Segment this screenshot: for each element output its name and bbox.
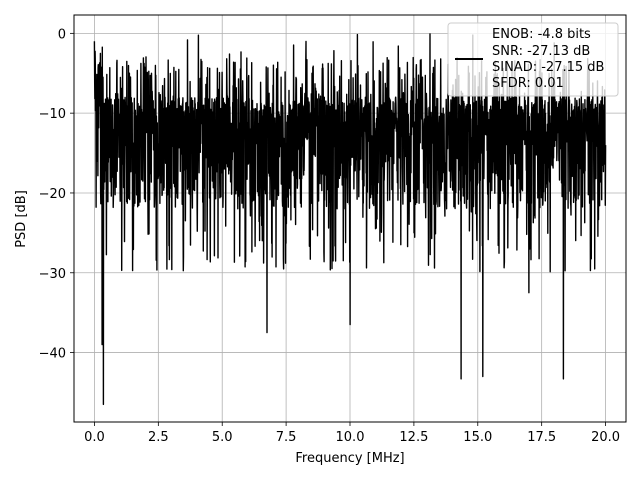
psd-trace: [93, 33, 607, 406]
y-tick-label: −20: [39, 187, 66, 202]
y-tick-label: −30: [39, 267, 66, 282]
x-tick-label: 20.0: [591, 430, 620, 445]
x-tick-label: 2.5: [148, 430, 169, 445]
x-tick-label: 10.0: [336, 430, 365, 445]
x-tick-label: 17.5: [527, 430, 556, 445]
y-tick-label: −10: [39, 107, 66, 122]
psd-line: [93, 33, 607, 406]
x-tick-label: 7.5: [276, 430, 297, 445]
legend: ENOB: -4.8 bits SNR: -27.13 dB SINAD: -2…: [447, 22, 619, 97]
axis-ticks: 0.0 2.5 5.0 7.5 10.0 12.5 15.0 17.5 20.0 0 −10 −20 −…: [39, 27, 620, 445]
x-tick-label: 12.5: [399, 430, 428, 445]
y-tick-label: −40: [39, 347, 66, 362]
y-axis-label: PSD [dB]: [14, 190, 29, 248]
legend-box: [447, 22, 619, 97]
y-tick-label: 0: [58, 27, 66, 42]
legend-enob: ENOB: -4.8 bits: [492, 27, 591, 42]
x-tick-label: 5.0: [212, 430, 233, 445]
x-tick-label: 0.0: [84, 430, 105, 445]
x-tick-label: 15.0: [463, 430, 492, 445]
legend-sfdr: SFDR: 0.01: [492, 76, 564, 91]
x-axis-label: Frequency [MHz]: [295, 451, 404, 466]
legend-sinad: SINAD: -27.15 dB: [492, 60, 604, 75]
legend-snr: SNR: -27.13 dB: [492, 44, 590, 59]
